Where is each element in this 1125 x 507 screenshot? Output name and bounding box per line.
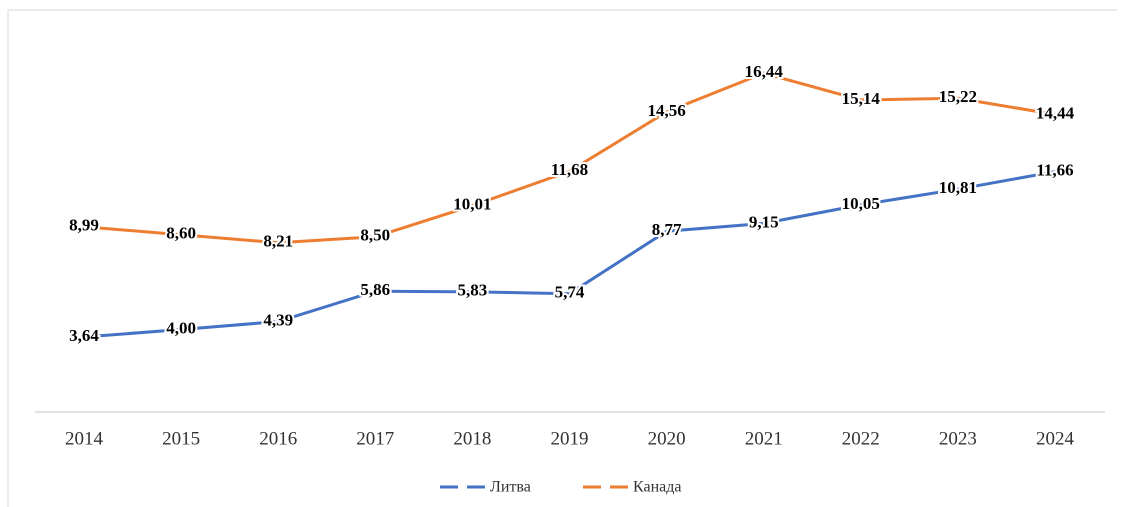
x-tick-label: 2020 bbox=[648, 428, 686, 449]
x-tick-label: 2022 bbox=[842, 428, 880, 449]
data-label: 3,64 bbox=[69, 326, 99, 345]
data-label: 15,22 bbox=[939, 87, 977, 106]
data-label: 10,05 bbox=[842, 194, 880, 213]
x-tick-label: 2018 bbox=[453, 428, 491, 449]
data-label: 4,39 bbox=[263, 310, 293, 329]
data-label: 16,44 bbox=[745, 62, 784, 81]
data-label: 15,14 bbox=[842, 89, 881, 108]
data-label: 8,21 bbox=[263, 232, 293, 251]
x-tick-label: 2021 bbox=[745, 428, 783, 449]
data-label: 5,83 bbox=[458, 281, 488, 300]
x-tick-label: 2024 bbox=[1036, 428, 1075, 449]
data-label: 8,99 bbox=[69, 216, 99, 235]
frame bbox=[7, 9, 1117, 507]
data-label: 5,86 bbox=[360, 280, 390, 299]
legend-label: Литва bbox=[490, 479, 531, 496]
data-label: 14,44 bbox=[1036, 103, 1075, 122]
data-label: 5,74 bbox=[555, 283, 585, 302]
data-label: 11,66 bbox=[1036, 161, 1073, 180]
data-label: 11,68 bbox=[551, 160, 588, 179]
data-label: 9,15 bbox=[749, 212, 779, 231]
series-line bbox=[83, 71, 1056, 245]
x-tick-label: 2015 bbox=[162, 428, 200, 449]
data-label: 8,60 bbox=[166, 224, 196, 243]
x-tick-label: 2017 bbox=[356, 428, 394, 449]
data-label: 4,00 bbox=[166, 318, 196, 337]
data-label: 10,01 bbox=[453, 195, 491, 214]
data-label: 8,50 bbox=[360, 226, 390, 245]
series-line bbox=[83, 170, 1056, 339]
data-label: 8,77 bbox=[652, 220, 682, 239]
data-label: 14,56 bbox=[647, 101, 685, 120]
x-tick-label: 2014 bbox=[65, 428, 104, 449]
legend-label: Канада bbox=[633, 479, 681, 496]
x-tick-label: 2016 bbox=[259, 428, 297, 449]
x-tick-label: 2019 bbox=[551, 428, 589, 449]
x-tick-label: 2023 bbox=[939, 428, 977, 449]
data-label: 10,81 bbox=[939, 178, 977, 197]
